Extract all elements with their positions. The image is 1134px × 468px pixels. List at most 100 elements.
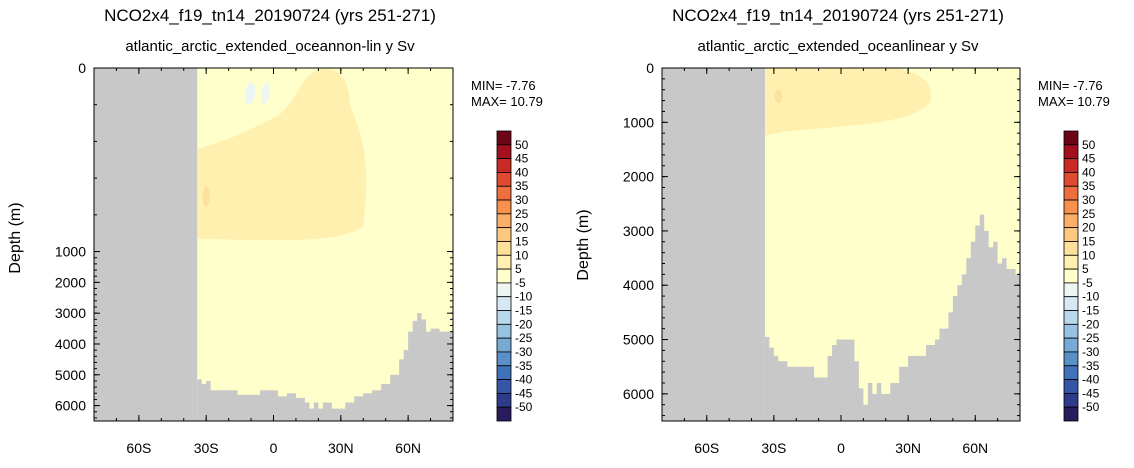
colorbar-box bbox=[1063, 172, 1079, 187]
colorbar-label: 40 bbox=[515, 165, 529, 179]
y-tick-label: 2000 bbox=[55, 274, 86, 290]
y-tick-label: 2000 bbox=[623, 169, 654, 185]
right-panel: NCO2x4_f19_tn14_20190724 (yrs 251-271) a… bbox=[575, 6, 1110, 456]
colorbar-label: 30 bbox=[1082, 193, 1096, 207]
colorbar-label: 25 bbox=[515, 207, 529, 221]
left-subtitle-suffix: non-lin y Sv bbox=[336, 38, 415, 55]
bathymetry bbox=[197, 313, 453, 421]
local-max-blob bbox=[774, 89, 782, 104]
colorbar-label: 20 bbox=[515, 221, 529, 235]
colorbar-label: 5 bbox=[1082, 262, 1089, 276]
right-min-label: MIN= -7.76 bbox=[1038, 78, 1103, 93]
negative-cell bbox=[261, 82, 270, 105]
colorbar-label: 5 bbox=[515, 262, 522, 276]
colorbar-box bbox=[1063, 241, 1079, 256]
colorbar-label: 10 bbox=[515, 248, 529, 262]
colorbar-box bbox=[1063, 323, 1079, 339]
y-tick-label: 1000 bbox=[55, 244, 86, 260]
colorbar-label: -45 bbox=[1082, 386, 1100, 400]
land-mask-south bbox=[662, 68, 765, 421]
y-tick-label: 3000 bbox=[55, 305, 86, 321]
colorbar-box bbox=[496, 365, 512, 380]
colorbar-box bbox=[1063, 296, 1079, 311]
land-mask-south bbox=[94, 68, 198, 421]
colorbar-box bbox=[496, 199, 512, 215]
colorbar-label: -30 bbox=[1082, 345, 1100, 359]
right-subtitle-basin: atlantic_arctic_extended_ocean bbox=[697, 38, 908, 55]
colorbar-box bbox=[1063, 365, 1079, 380]
colorbar-box bbox=[496, 296, 512, 311]
colorbar-box bbox=[1063, 227, 1079, 242]
x-tick-label: 60N bbox=[962, 440, 988, 456]
colorbar-box bbox=[496, 323, 512, 339]
colorbar-label: -5 bbox=[515, 276, 526, 290]
colorbar-box bbox=[1063, 379, 1079, 394]
left-min-label: MIN= -7.76 bbox=[471, 78, 536, 93]
y-tick-label: 0 bbox=[78, 60, 86, 76]
colorbar-label: -15 bbox=[1082, 304, 1100, 318]
colorbar-box bbox=[1063, 310, 1079, 325]
colorbar-label: 30 bbox=[515, 193, 529, 207]
colorbar-box bbox=[1063, 144, 1079, 160]
colorbar-box bbox=[496, 130, 512, 146]
colorbar-box bbox=[1063, 199, 1079, 215]
colorbar-box bbox=[496, 185, 512, 201]
colorbar-label: -10 bbox=[1082, 290, 1100, 304]
left-max-label: MAX= 10.79 bbox=[471, 94, 543, 109]
colorbar-box bbox=[496, 241, 512, 256]
left-title: NCO2x4_f19_tn14_20190724 (yrs 251-271) bbox=[104, 6, 436, 25]
colorbar-label: 15 bbox=[515, 234, 529, 248]
colorbar-label: 35 bbox=[1082, 179, 1096, 193]
bathymetry bbox=[764, 214, 1020, 421]
y-tick-label: 3000 bbox=[623, 223, 654, 239]
x-tick-label: 0 bbox=[270, 440, 278, 456]
local-max-blob bbox=[202, 186, 210, 207]
colorbar-label: 15 bbox=[1082, 234, 1096, 248]
colorbar-label: -10 bbox=[515, 290, 533, 304]
colorbar-box bbox=[1063, 185, 1079, 201]
colorbar-box bbox=[1063, 254, 1079, 270]
colorbar-label: 50 bbox=[1082, 138, 1096, 152]
right-title: NCO2x4_f19_tn14_20190724 (yrs 251-271) bbox=[672, 6, 1004, 25]
left-subtitle-basin: atlantic_arctic_extended_ocean bbox=[125, 38, 336, 55]
negative-cell bbox=[245, 81, 256, 105]
overturning-cell-positive bbox=[764, 68, 932, 136]
colorbar-label: 20 bbox=[1082, 221, 1096, 235]
colorbar-label: 45 bbox=[515, 152, 529, 166]
colorbar-box bbox=[496, 158, 512, 173]
colorbar-box bbox=[1063, 213, 1079, 229]
right-subtitle-suffix: linear y Sv bbox=[908, 38, 979, 55]
y-tick-label: 4000 bbox=[623, 277, 654, 293]
colorbar-box bbox=[1063, 158, 1079, 173]
colorbar-box bbox=[496, 392, 512, 408]
colorbar-label: 50 bbox=[515, 138, 529, 152]
y-tick-label: 5000 bbox=[55, 367, 86, 383]
colorbar-label: -40 bbox=[1082, 373, 1100, 387]
left-ylabel: Depth (m) bbox=[7, 202, 24, 273]
colorbar-box bbox=[1063, 282, 1079, 298]
colorbar-box bbox=[1063, 130, 1079, 146]
y-tick-label: 4000 bbox=[55, 336, 86, 352]
colorbar-label: -20 bbox=[1082, 317, 1100, 331]
colorbar-box bbox=[496, 282, 512, 298]
colorbar-box bbox=[1063, 392, 1079, 408]
colorbar-box bbox=[496, 144, 512, 160]
colorbar-label: -5 bbox=[1082, 276, 1093, 290]
y-tick-label: 1000 bbox=[623, 114, 654, 130]
right-max-label: MAX= 10.79 bbox=[1038, 94, 1110, 109]
colorbar-box bbox=[496, 172, 512, 187]
colorbar-box bbox=[496, 351, 512, 367]
colorbar-label: -15 bbox=[515, 304, 533, 318]
colorbar-box bbox=[1063, 268, 1079, 284]
x-tick-label: 60S bbox=[126, 440, 151, 456]
plot-area bbox=[662, 68, 1020, 421]
left-panel: NCO2x4_f19_tn14_20190724 (yrs 251-271) a… bbox=[7, 6, 543, 456]
y-tick-label: 0 bbox=[646, 60, 654, 76]
colorbar-label: -20 bbox=[515, 317, 533, 331]
colorbar-label: 45 bbox=[1082, 152, 1096, 166]
colorbar-label: -35 bbox=[515, 359, 533, 373]
x-tick-label: 30S bbox=[761, 440, 786, 456]
colorbar-box bbox=[496, 268, 512, 284]
colorbar-label: -25 bbox=[515, 331, 533, 345]
